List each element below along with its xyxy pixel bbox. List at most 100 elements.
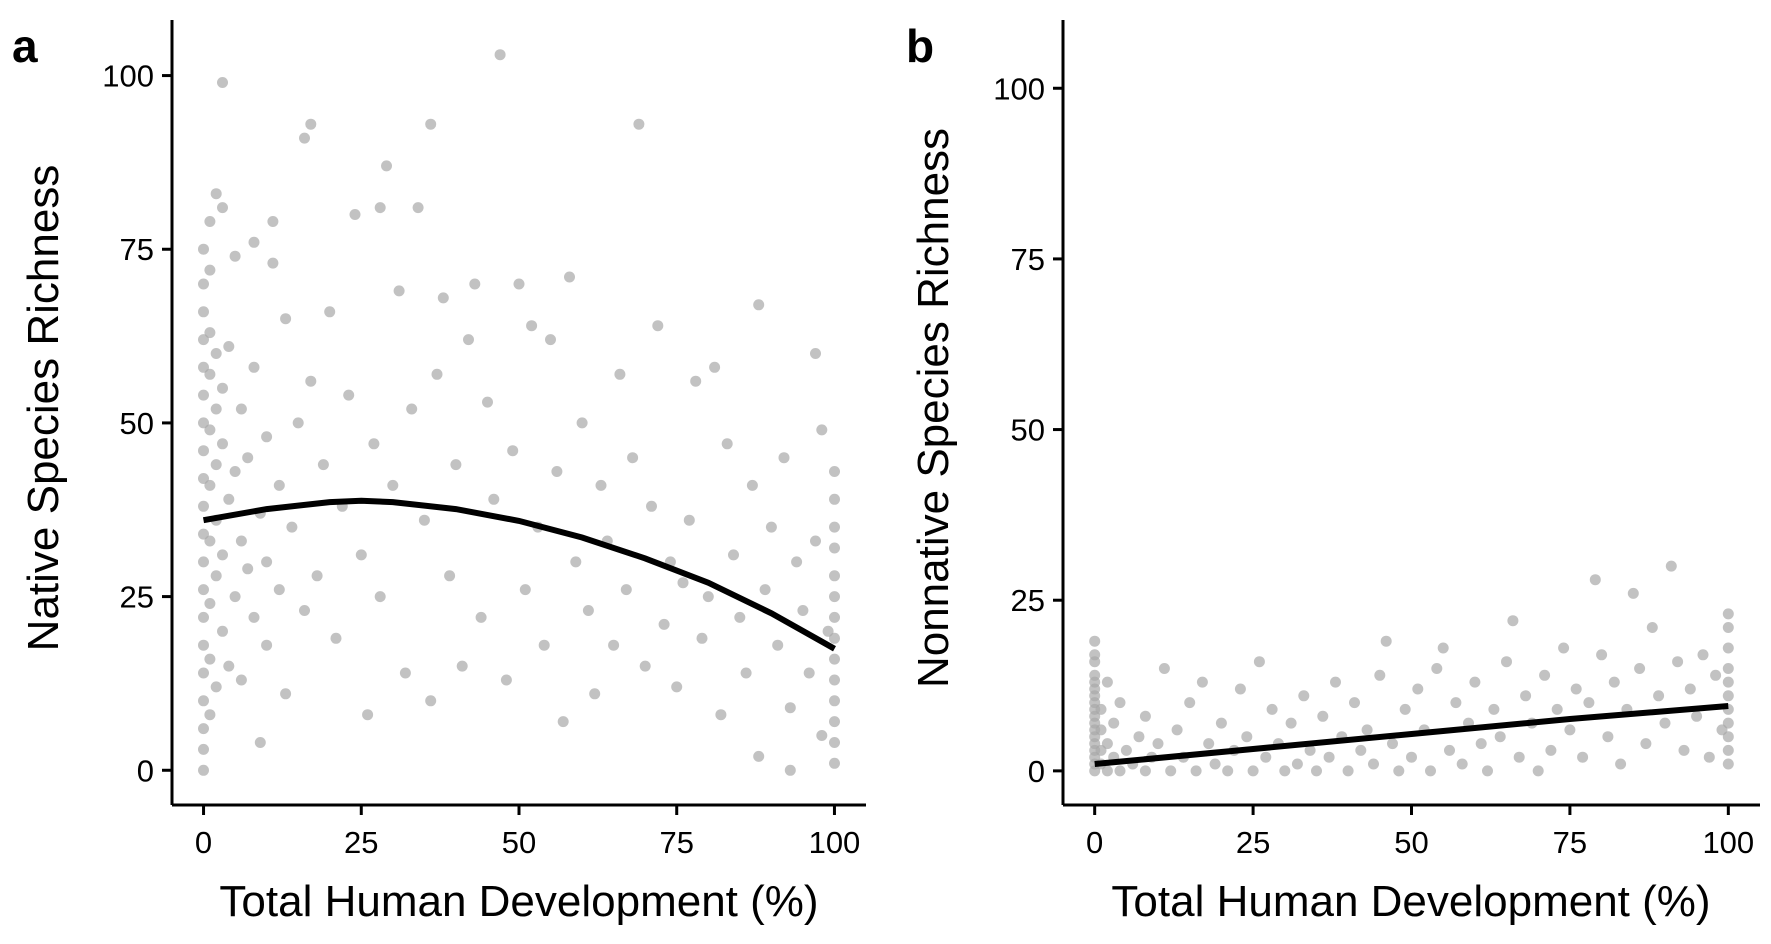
panel-a-point (425, 118, 437, 130)
panel-a-point (690, 375, 702, 387)
panel-a-y-tick-label: 75 (120, 232, 154, 267)
panel-a-point (198, 611, 209, 623)
panel-a-point (292, 417, 304, 429)
panel-a: a 0 25 50 75 100 0 25 50 75 100 Total Human Deve… (12, 20, 866, 926)
panel-b-point (1722, 690, 1734, 702)
panel-b-point (1342, 765, 1354, 777)
panel-a-point (740, 667, 752, 679)
panel-a-point (210, 459, 222, 471)
panel-a-point (816, 730, 828, 741)
panel-a-point (330, 632, 342, 644)
panel-a-point (829, 591, 840, 603)
panel-a-point (204, 216, 216, 227)
panel-a-point (753, 750, 765, 762)
panel-a-point (248, 361, 260, 373)
panel-b-point (1095, 724, 1107, 736)
panel-a-point (204, 535, 216, 547)
panel-a-x-tick-label: 50 (502, 825, 536, 860)
panel-a-point (223, 660, 235, 672)
panel-a-point (513, 278, 525, 290)
panel-b-point (1196, 676, 1208, 688)
panel-a-point (235, 535, 247, 547)
panel-b-point (1399, 703, 1411, 715)
panel-a-point (450, 459, 462, 471)
panel-a-point (810, 535, 821, 547)
panel-b-point (1564, 724, 1576, 736)
panel-b-x-tick-label: 100 (1702, 825, 1754, 860)
panel-a-point (210, 681, 222, 693)
panel-b-point (1165, 765, 1177, 777)
panel-b-point (1361, 724, 1373, 736)
panel-b-point (1722, 642, 1734, 654)
panel-b-point (1101, 765, 1113, 777)
panel-b-point (1501, 656, 1512, 668)
panel-b-point (1304, 744, 1316, 756)
panel-a-point (254, 737, 266, 748)
panel-b-point (1640, 738, 1652, 750)
panel-a-point (198, 445, 209, 457)
panel-a-point (715, 709, 727, 721)
panel-b-y-tick-label: 100 (993, 71, 1045, 106)
panel-a-point (696, 632, 708, 644)
panel-b-point (1355, 744, 1367, 756)
panel-a-x-tick-label: 0 (195, 825, 212, 860)
panel-b-point (1133, 731, 1145, 743)
panel-a-point (267, 216, 279, 227)
panel-a-point (608, 639, 620, 651)
panel-b-point (1507, 615, 1519, 627)
panel-b-point (1425, 765, 1436, 777)
panel-b-point (1374, 669, 1386, 681)
panel-a-point (406, 403, 418, 415)
panel-b-point (1444, 744, 1455, 756)
panel-a-point (355, 549, 367, 561)
panel-a-point (551, 466, 563, 477)
panel-a-point (753, 299, 765, 311)
panel-a-point (620, 584, 632, 596)
panel-b-point (1203, 738, 1215, 750)
panel-b-point (1684, 683, 1696, 695)
panel-a-point (721, 438, 733, 450)
panel-b-point (1722, 717, 1734, 729)
panel-a-point (469, 278, 481, 290)
panel-a-point (595, 479, 607, 491)
panel-a-point (235, 674, 247, 686)
panel-b-point (1406, 751, 1417, 763)
panel-a-point (582, 605, 594, 616)
panel-a-point (431, 368, 443, 380)
panel-b-point (1589, 574, 1601, 586)
panel-a-point (210, 188, 222, 200)
panel-a-point (204, 709, 216, 721)
panel-b-y-ticks: 0 25 50 75 100 (993, 71, 1063, 789)
panel-a-point (362, 709, 374, 721)
panel-b-point (1703, 751, 1715, 763)
panel-a-point (507, 445, 519, 457)
panel-a-point (494, 49, 506, 61)
panel-b-point (1279, 765, 1291, 777)
panel-a-point (198, 361, 209, 373)
panel-b-point (1171, 724, 1183, 736)
panel-b-point (1583, 697, 1595, 709)
panel-a-point (242, 452, 254, 464)
panel-b-point (1469, 676, 1481, 688)
panel-b-point (1494, 731, 1506, 743)
panel-b-point (1431, 663, 1443, 674)
panel-a-point (393, 285, 405, 297)
panel-b-point (1488, 703, 1500, 715)
panel-a-point (387, 479, 399, 491)
panel-a-point (343, 389, 355, 401)
panel-a-point (557, 716, 569, 728)
panel-a-x-tick-label: 75 (659, 825, 693, 860)
panel-b-point (1558, 642, 1570, 654)
panel-a-point (829, 716, 840, 728)
panel-a-x-ticks: 0 25 50 75 100 (195, 805, 860, 860)
panel-a-point (223, 493, 235, 505)
panel-a-point (198, 389, 209, 401)
panel-b-point (1450, 697, 1462, 709)
panel-a-point (273, 479, 285, 491)
panel-a-point (217, 382, 228, 394)
panel-a-point (311, 570, 323, 582)
panel-a-point (204, 653, 216, 665)
panel-a-point (829, 632, 840, 644)
panel-a-point (267, 257, 279, 269)
panel-a-point (658, 618, 670, 630)
